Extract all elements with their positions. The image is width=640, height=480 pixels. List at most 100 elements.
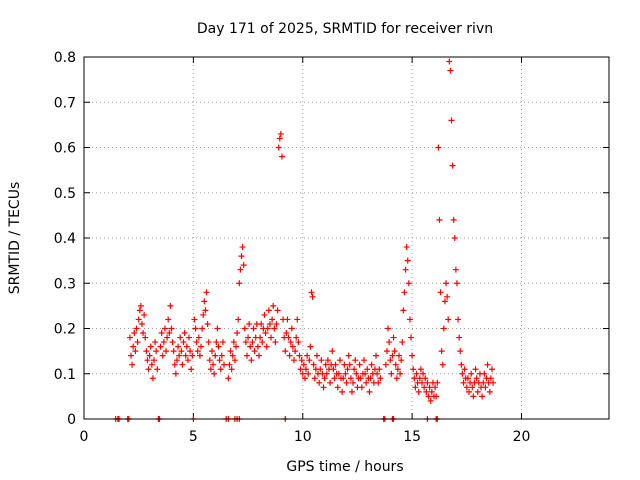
grid — [84, 57, 609, 419]
data-point — [341, 361, 348, 368]
data-point — [397, 370, 404, 377]
data-point — [294, 316, 301, 323]
plot-frame — [83, 56, 610, 420]
data-point — [363, 379, 370, 386]
data-point — [484, 361, 491, 368]
data-point — [416, 375, 423, 382]
data-point — [277, 130, 284, 137]
data-point — [339, 388, 346, 395]
data-point — [130, 343, 137, 350]
data-point — [409, 352, 416, 359]
data-point — [383, 348, 390, 355]
data-point — [239, 244, 246, 251]
data-point — [196, 352, 203, 359]
data-point — [432, 384, 439, 391]
data-point — [128, 352, 135, 359]
data-point — [375, 379, 382, 386]
data-point — [186, 334, 192, 341]
data-point — [345, 352, 352, 359]
data-point — [165, 316, 172, 323]
data-point — [299, 370, 306, 377]
data-point — [310, 361, 317, 368]
data-point — [331, 375, 338, 382]
data-point — [417, 366, 424, 373]
data-point — [373, 352, 380, 359]
data-point — [307, 343, 314, 350]
y-tick-label: 0 — [67, 412, 76, 428]
data-point — [154, 366, 161, 373]
data-point — [163, 348, 170, 355]
data-point — [444, 293, 451, 300]
data-point — [317, 366, 324, 373]
data-point — [262, 330, 269, 337]
data-point — [382, 361, 389, 368]
data-point — [295, 339, 302, 346]
data-point — [184, 357, 191, 364]
data-point — [441, 298, 448, 305]
data-point — [152, 339, 159, 346]
data-point — [276, 135, 283, 142]
data-point — [242, 339, 249, 346]
data-point — [241, 325, 248, 332]
data-point — [313, 352, 320, 359]
x-tick-label: 15 — [403, 429, 421, 445]
data-point — [400, 307, 407, 314]
data-point — [230, 339, 237, 346]
data-point — [399, 339, 406, 346]
data-point — [256, 352, 262, 359]
axis-ticks: 0 0.1 0.2 0.3 0.4 0.5 0.6 0.7 0.8 0 5 10 15 20 — [54, 50, 609, 445]
data-point — [291, 357, 297, 364]
data-point — [248, 357, 255, 364]
data-point — [479, 393, 486, 400]
data-point — [306, 357, 313, 364]
data-point — [169, 339, 176, 346]
data-point — [182, 352, 189, 359]
data-point — [286, 352, 293, 359]
data-point — [413, 370, 420, 377]
data-point — [250, 325, 257, 332]
data-point — [215, 343, 222, 350]
data-point — [268, 334, 275, 341]
data-point — [213, 339, 220, 346]
data-point — [235, 316, 242, 323]
data-point — [448, 117, 455, 124]
data-point — [180, 339, 187, 346]
data-point — [424, 379, 431, 386]
data-point — [320, 384, 327, 391]
data-point — [387, 357, 394, 364]
data-point — [147, 343, 154, 350]
data-point — [458, 361, 465, 368]
data-point — [439, 361, 446, 368]
data-point — [263, 343, 270, 350]
data-point — [456, 334, 463, 341]
data-point — [330, 366, 337, 373]
y-tick-label: 0.1 — [54, 367, 76, 383]
data-point — [257, 334, 264, 341]
data-point — [303, 366, 310, 373]
data-point — [278, 153, 285, 160]
data-point — [393, 375, 400, 382]
x-tick-label: 5 — [189, 429, 198, 445]
data-point — [392, 361, 399, 368]
data-point — [455, 316, 462, 323]
data-point — [410, 366, 417, 373]
data-point — [346, 361, 353, 368]
data-point — [264, 325, 271, 332]
data-point — [309, 293, 316, 300]
data-point — [217, 366, 224, 373]
data-point — [157, 343, 164, 350]
data-point — [367, 375, 374, 382]
data-point — [487, 375, 494, 382]
data-point — [177, 334, 184, 341]
data-point — [273, 320, 280, 327]
data-point — [340, 375, 347, 382]
data-point — [463, 384, 470, 391]
data-point — [189, 352, 196, 359]
y-tick-label: 0.4 — [54, 231, 76, 247]
data-point — [460, 379, 467, 386]
data-point — [289, 343, 296, 350]
data-point — [270, 302, 277, 309]
data-point — [206, 357, 213, 364]
data-point — [311, 375, 318, 382]
